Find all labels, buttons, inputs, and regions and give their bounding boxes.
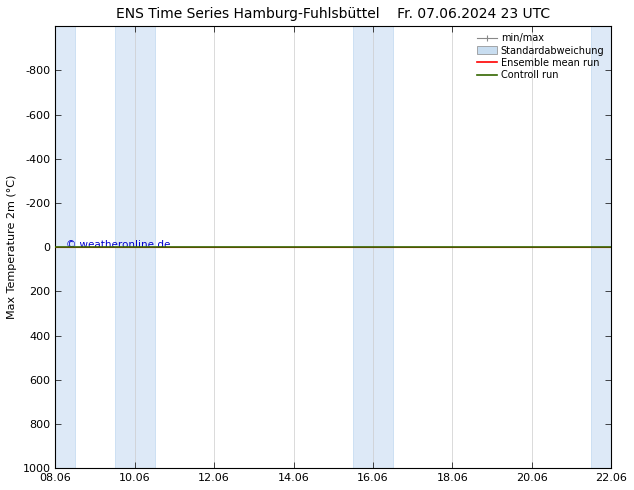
Text: © weatheronline.de: © weatheronline.de [67,240,171,250]
Y-axis label: Max Temperature 2m (°C): Max Temperature 2m (°C) [7,175,17,319]
Bar [55,26,75,468]
Legend: min/max, Standardabweichung, Ensemble mean run, Controll run: min/max, Standardabweichung, Ensemble me… [476,31,606,82]
Bar [353,26,393,468]
Title: ENS Time Series Hamburg-Fuhlsbüttel    Fr. 07.06.2024 23 UTC: ENS Time Series Hamburg-Fuhlsbüttel Fr. … [116,7,550,21]
Bar [592,26,611,468]
Bar [115,26,155,468]
